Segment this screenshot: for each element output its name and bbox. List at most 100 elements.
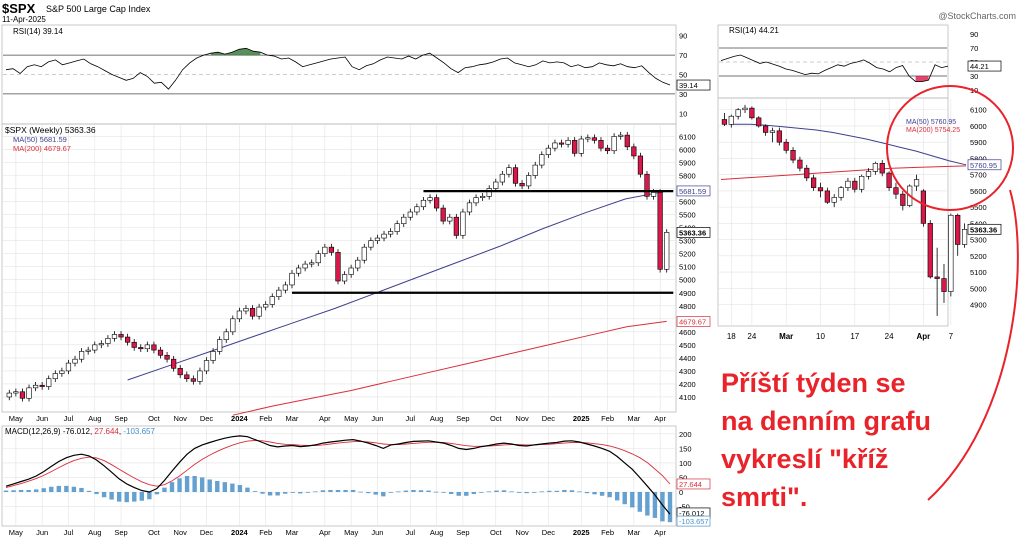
weekly-macd-histogram-bar [11,490,16,492]
weekly-macd-histogram-bar [320,490,326,492]
weekly-macd-histogram-bar [343,489,348,492]
weekly-month-label: Aug [88,414,101,423]
daily-ma50-value-tag: 5760.95 [970,161,997,170]
weekly-candle-body [585,137,591,140]
weekly-macd-histogram-bar [26,489,31,492]
daily-candle-body [728,115,734,125]
weekly-candle-body [618,134,624,137]
daily-price-panel [717,97,949,327]
daily-price-tick-label: 5200 [970,252,987,261]
weekly-candle-body [374,237,381,241]
weekly-macd-histogram-bar [396,491,401,493]
weekly-candle-body [263,304,269,308]
weekly-candle-body [453,216,459,236]
weekly-price-tick-label: 5300 [679,237,696,246]
weekly-macd-histogram-bar [56,485,62,492]
weekly-candle-body [52,373,58,380]
weekly-macd-histogram-bar [418,490,424,492]
weekly-last-price-tag-box [676,227,711,238]
weekly-signal-value-tag: 27.644 [679,480,702,489]
weekly-month-label: Sep [456,414,469,423]
weekly-candle-body [157,349,164,356]
daily-candle-body [852,180,858,190]
daily-candle-body [735,109,741,117]
weekly-macd-histogram-bar [79,487,84,492]
weekly-candle-body [493,181,499,189]
weekly-ma200-value-tag-box [676,316,711,327]
daily-price-tick-label: 5800 [970,154,987,163]
weekly-candle-body [552,142,558,149]
weekly-macd-histogram-bar [471,492,477,495]
weekly-candle-body [210,351,216,361]
weekly-macd-histogram-bar [350,489,356,492]
weekly-macd-histogram-bar [199,477,205,492]
weekly-macd-histogram-bar [592,492,597,495]
daily-candle-body [955,214,961,245]
daily-rsi-tick-label: 30 [970,72,978,81]
weekly-ma50-value-tag-box [676,185,711,197]
weekly-candle-body [269,296,275,305]
weekly-candle-body [315,253,321,264]
weekly-macd-month-label: Mar [286,528,299,537]
weekly-macd-histogram-bar [645,492,650,516]
daily-candle-body [756,117,762,127]
weekly-ma200-value-tag: 4679.67 [679,317,706,326]
weekly-candle-body [59,370,65,374]
weekly-hist-value-tag: -103.657 [679,517,709,526]
weekly-macd-histogram-bar [403,490,409,492]
weekly-price-tick-label: 5200 [679,250,696,259]
weekly-macd-histogram-bar [177,478,182,492]
weekly-macd-histogram-bar [630,492,635,508]
weekly-macd-month-label: Apr [654,528,666,537]
daily-ma200-label: MA(200) 5754.25 [906,127,960,134]
weekly-macd-tick-label: 0 [679,488,683,497]
weekly-macd-histogram-bar [49,486,54,492]
weekly-month-label: Jul [64,414,74,423]
weekly-macd-month-label: Nov [515,528,529,537]
daily-day-label: 18 [727,332,736,341]
weekly-macd-histogram-bar [358,491,363,493]
weekly-rsi-tick-label: 70 [679,51,687,60]
weekly-macd-histogram-bar [41,488,46,492]
daily-price-tick-label: 5600 [970,187,987,196]
weekly-candle-body [105,338,111,344]
weekly-candle-body [256,306,262,317]
weekly-price-tick-label: 5000 [679,276,696,285]
daily-candle-body [797,159,803,169]
weekly-candle-body [545,147,551,155]
weekly-month-label: Jun [371,414,383,423]
weekly-macd-histogram-bar [94,492,99,495]
weekly-macd-histogram-bar [64,485,69,492]
daily-candle-body [769,130,776,133]
daily-price-tick-label: 5000 [970,284,987,293]
weekly-candle-body [65,362,72,372]
weekly-macd-histogram-bar [132,492,137,502]
daily-rsi-layer: 103050709044.21 [719,30,1002,95]
weekly-macd-month-label: Feb [601,528,614,537]
weekly-candle-body [558,142,565,145]
daily-candle-body [749,107,755,119]
weekly-candle-body [282,284,289,291]
daily-candle-body [886,172,892,188]
weekly-price-tick-label: 4500 [679,341,696,350]
weekly-month-label: 2025 [573,414,590,423]
weekly-macd-histogram-bar [433,491,439,493]
weekly-candle-body [32,384,39,389]
weekly-macd-histogram-bar [139,492,145,501]
annotation-ellipse [886,85,1014,211]
weekly-candle-body [302,263,308,269]
daily-candle-body [948,214,954,292]
weekly-candle-body [434,197,440,209]
daily-candle-body [783,141,789,151]
weekly-macd-histogram-bar [124,492,129,503]
weekly-rsi-label-bg [5,26,83,36]
weekly-macd-histogram-bar [539,491,544,493]
weekly-signal-value-tag-box [676,478,711,490]
weekly-macd-histogram-bar [426,490,431,492]
weekly-candle-body [604,147,611,152]
weekly-macd-histogram-bar [381,492,386,497]
weekly-macd-histogram-bar [260,492,265,494]
weekly-month-label: Jul [406,414,416,423]
weekly-macd-histogram-bar [441,492,446,493]
weekly-macd-month-label: 2025 [573,528,590,537]
